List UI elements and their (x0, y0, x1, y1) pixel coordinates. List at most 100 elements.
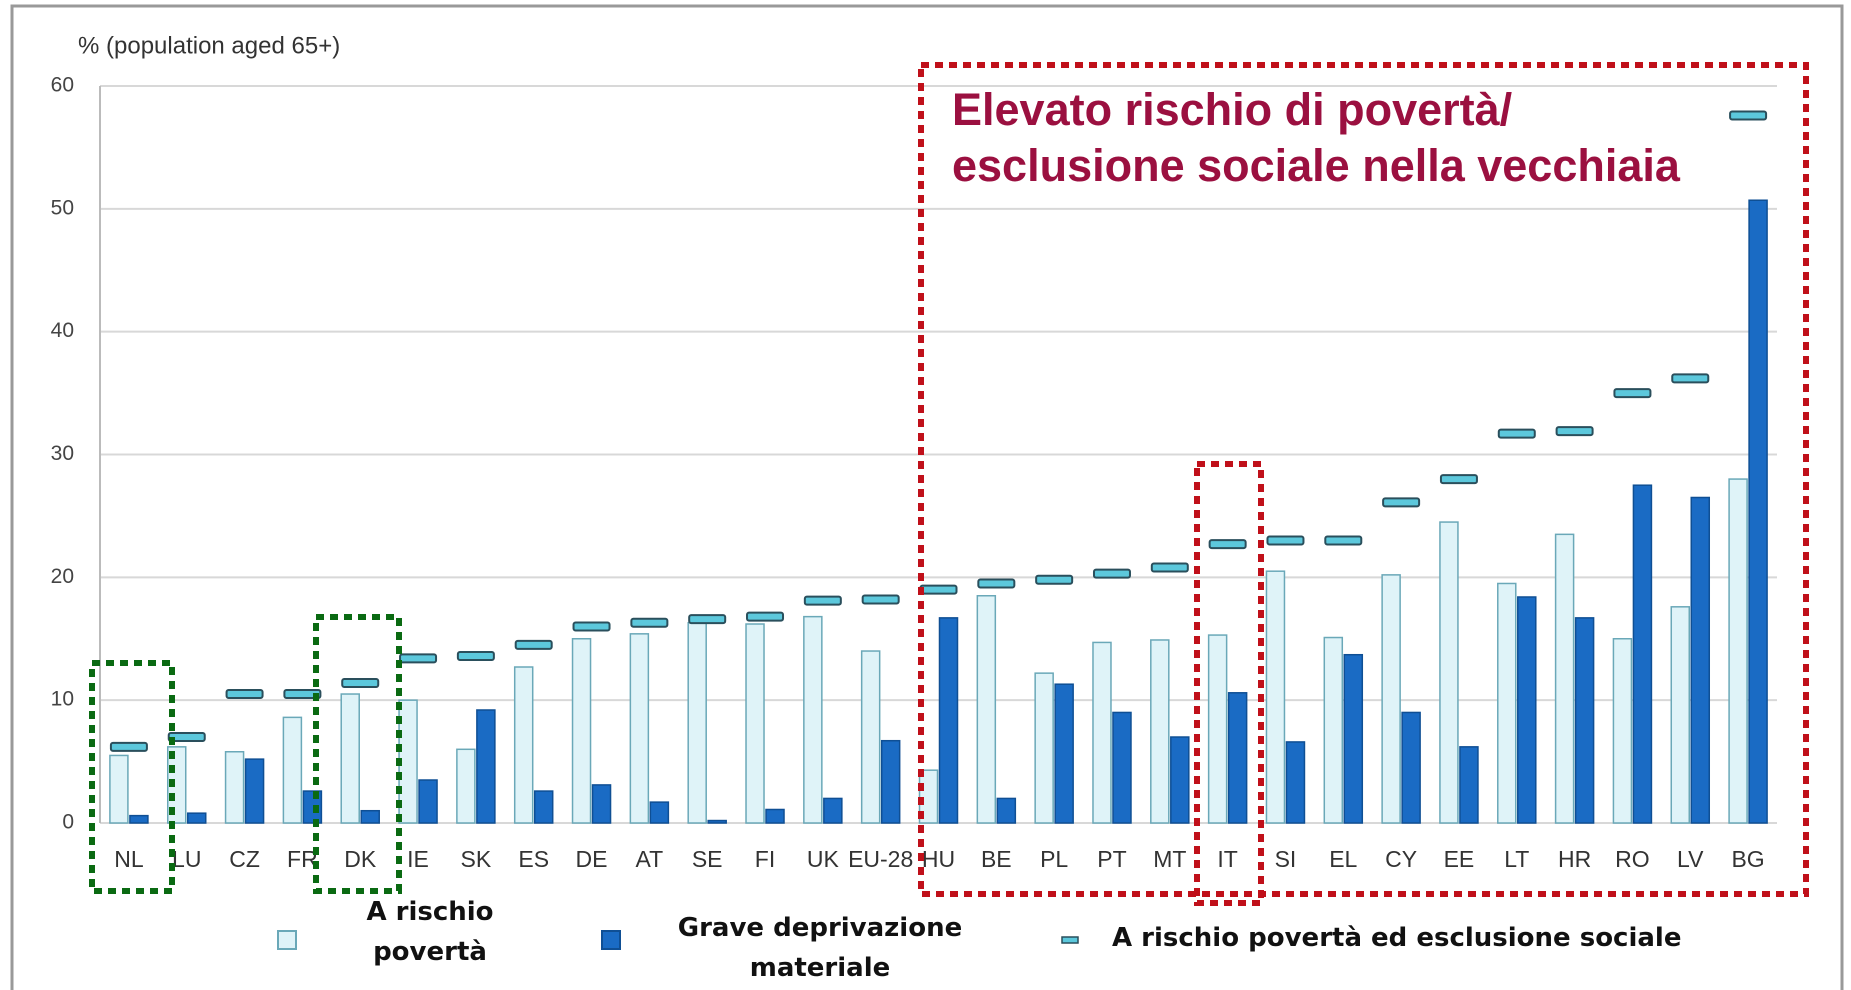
legend-label: Grave deprivazione materiale (677, 913, 963, 983)
marker (977, 578, 1016, 589)
marker (167, 732, 206, 743)
highlight-box (313, 614, 402, 894)
bar (1285, 741, 1306, 824)
bar (880, 739, 901, 824)
bar (1748, 199, 1768, 824)
x-tick-label: FI (755, 846, 775, 872)
bar (1034, 672, 1054, 824)
bar (533, 790, 554, 824)
marker (1439, 474, 1478, 485)
x-tick-label: SE (692, 846, 723, 872)
x-tick-label: FR (287, 846, 318, 872)
x-tick-label: AT (636, 846, 664, 872)
bar (1092, 641, 1112, 824)
legend-label: A rischio povertà (366, 897, 494, 967)
marker (688, 614, 727, 625)
bar (996, 797, 1017, 824)
marker (399, 653, 438, 664)
y-tick-label: 40 (51, 319, 74, 342)
bar (976, 595, 997, 824)
x-tick-label: HR (1558, 846, 1591, 872)
annotation-box: Elevato rischio di povertà/ esclusione s… (952, 84, 1680, 191)
bar (629, 633, 650, 824)
y-tick-label: 30 (51, 442, 74, 465)
bar (1227, 692, 1248, 824)
bar (687, 622, 707, 824)
marker (1555, 426, 1594, 437)
x-tick-label: UK (807, 846, 840, 872)
x-tick-label: EE (1444, 846, 1475, 872)
bar (224, 751, 245, 824)
bar (360, 809, 380, 824)
x-tick-label: MT (1153, 846, 1186, 872)
x-tick-label: DE (576, 846, 608, 872)
bar (1343, 653, 1364, 824)
x-tick-label: IT (1217, 846, 1237, 872)
marker (1382, 497, 1421, 508)
bar (765, 808, 785, 824)
x-tick-label: SI (1275, 846, 1297, 872)
marker (1035, 574, 1074, 585)
bar (186, 812, 207, 824)
bar (1207, 634, 1228, 824)
bar (1265, 570, 1286, 824)
bar (1670, 606, 1691, 824)
marker (1729, 110, 1768, 121)
marker (225, 689, 264, 700)
x-tick-label: IE (407, 846, 429, 872)
y-tick-label: 50 (51, 196, 74, 219)
legend-label: A rischio povertà ed esclusione sociale (1112, 923, 1682, 953)
marker (630, 617, 669, 628)
bar (1381, 574, 1401, 824)
x-tick-label: BG (1731, 846, 1764, 872)
bar (707, 819, 727, 824)
x-tick-label: HU (922, 846, 955, 872)
marker (803, 595, 842, 606)
marker (572, 621, 611, 632)
bar (244, 758, 265, 824)
bar (1690, 496, 1711, 824)
x-tick-label: PL (1040, 846, 1068, 872)
marker (1497, 428, 1536, 439)
highlight-box (918, 62, 1809, 897)
x-tick-label: LV (1677, 846, 1704, 872)
marker (1671, 373, 1710, 384)
marker (746, 611, 785, 622)
y-tick-label: 60 (51, 74, 74, 97)
highlight-box (1194, 461, 1264, 906)
x-tick-label: RO (1615, 846, 1650, 872)
bar (938, 617, 959, 824)
annotation: Elevato rischio di povertà/ esclusione s… (952, 84, 1680, 191)
bar (1574, 617, 1595, 824)
bar (129, 814, 149, 824)
marker (341, 677, 380, 688)
bar (1150, 639, 1170, 824)
bar (476, 709, 496, 824)
marker (283, 689, 322, 700)
x-tick-label: DK (344, 846, 377, 872)
marker (456, 650, 495, 661)
marker (1613, 388, 1652, 399)
bar (1170, 736, 1190, 824)
marker (919, 584, 958, 595)
y-tick-label: 0 (62, 811, 74, 834)
x-tick-label: ES (518, 846, 549, 872)
bar (282, 716, 303, 824)
legend-swatch (601, 930, 621, 950)
bar (109, 754, 129, 824)
bar (571, 638, 592, 824)
bar (1459, 746, 1479, 824)
bar (1054, 683, 1074, 824)
y-axis-label: % (population aged 65+) (78, 32, 340, 59)
x-tick-label: LT (1504, 846, 1529, 872)
x-tick-label: EU-28 (848, 846, 913, 872)
bar (860, 650, 881, 824)
bar (513, 666, 534, 824)
bar (1439, 521, 1459, 824)
marker (1150, 562, 1189, 573)
bar (1497, 582, 1517, 824)
bar (591, 784, 612, 824)
bar (1554, 533, 1575, 824)
